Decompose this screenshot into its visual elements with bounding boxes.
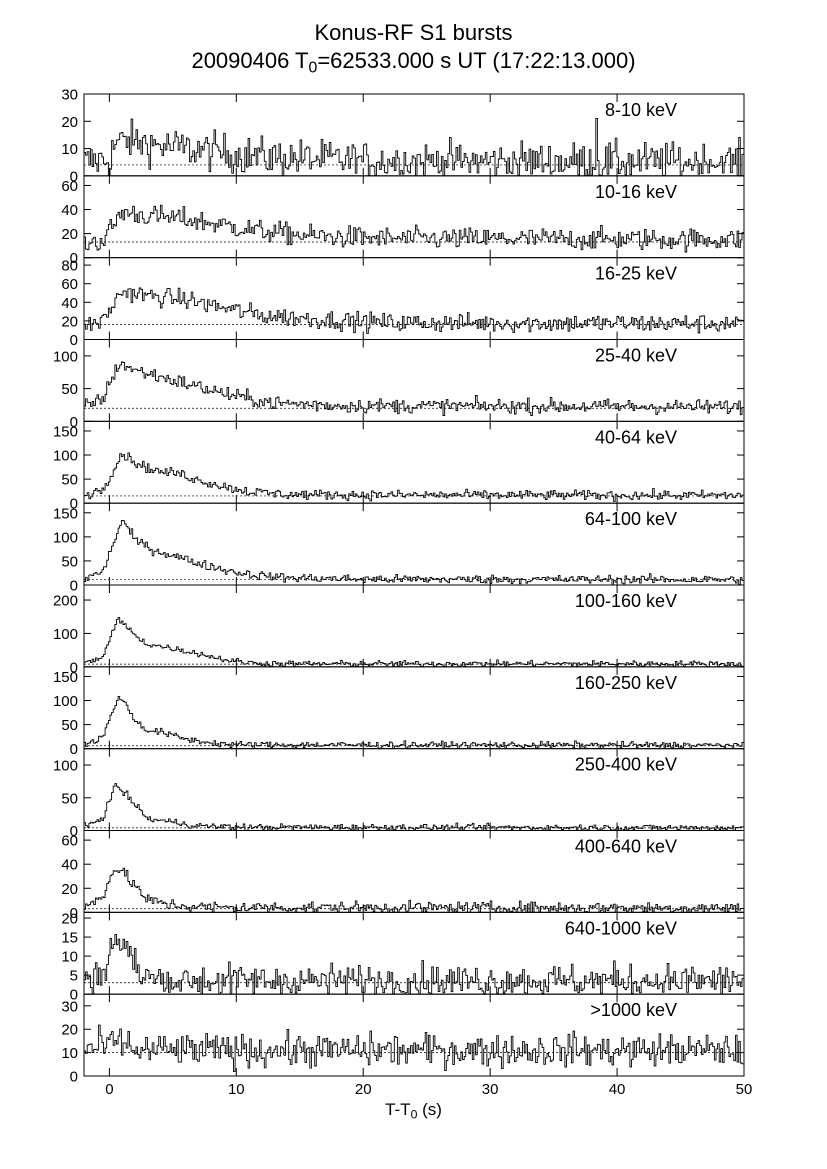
energy-band-label: 8-10 keV [605,100,677,120]
y-tick-label: 0 [70,659,78,676]
y-tick-label: 40 [61,295,78,312]
light-curve [84,783,744,831]
y-tick-label: 100 [53,626,78,643]
energy-band-label: 40-64 keV [595,427,677,447]
y-tick-label: 10 [61,949,78,966]
energy-band-label: 25-40 keV [595,346,677,366]
y-tick-label: 15 [61,930,78,947]
y-tick-label: 20 [61,911,78,928]
y-tick-label: 200 [53,593,78,610]
y-tick-label: 30 [61,998,78,1015]
light-curve [84,519,744,586]
light-curve [84,287,744,334]
y-tick-label: 150 [53,505,78,522]
energy-band-label: 10-16 keV [595,182,677,202]
energy-band-label: >1000 keV [590,1000,677,1020]
y-tick-label: 40 [61,857,78,874]
y-tick-label: 0 [70,741,78,758]
light-curve [84,617,744,668]
x-axis-label: T-T0 (s) [385,1100,442,1122]
y-tick-label: 20 [61,1022,78,1039]
y-tick-label: 60 [61,178,78,195]
energy-band-label: 64-100 keV [585,509,677,529]
energy-band-label: 250-400 keV [575,755,677,775]
y-tick-label: 0 [70,496,78,513]
y-tick-label: 100 [53,348,78,365]
y-tick-label: 150 [53,669,78,686]
y-tick-label: 0 [70,332,78,349]
chart-title: Konus-RF S1 bursts [314,20,513,45]
energy-band-label: 100-160 keV [575,591,677,611]
y-tick-label: 50 [61,472,78,489]
y-tick-label: 10 [61,1045,78,1062]
y-tick-label: 20 [61,226,78,243]
y-tick-label: 0 [70,823,78,840]
y-tick-label: 100 [53,758,78,775]
x-tick-label: 30 [482,1081,499,1098]
light-curve [84,118,744,177]
light-curve [84,933,744,995]
x-tick-label: 0 [105,1081,113,1098]
chart-subtitle: 20090406 T0=62533.000 s UT (17:22:13.000… [191,48,636,77]
energy-band-label: 640-1000 keV [565,918,677,938]
light-curve [84,695,744,750]
y-tick-label: 0 [70,1069,78,1086]
y-tick-label: 5 [70,968,78,985]
light-curve [84,361,744,416]
energy-band-label: 160-250 keV [575,673,677,693]
y-tick-label: 40 [61,202,78,219]
y-tick-label: 20 [61,313,78,330]
panel-frame [83,993,745,1077]
y-tick-label: 50 [61,381,78,398]
y-tick-label: 0 [70,905,78,922]
energy-band-label: 16-25 keV [595,264,677,284]
x-tick-label: 40 [609,1081,626,1098]
light-curve [84,204,744,253]
y-tick-label: 100 [53,693,78,710]
y-tick-label: 50 [61,553,78,570]
light-curve [84,867,744,913]
y-tick-label: 150 [53,423,78,440]
y-tick-label: 60 [61,833,78,850]
y-tick-label: 0 [70,168,78,185]
y-tick-label: 50 [61,790,78,807]
y-tick-label: 50 [61,717,78,734]
x-tick-label: 50 [736,1081,753,1098]
y-tick-label: 0 [70,987,78,1004]
y-tick-label: 20 [61,114,78,131]
x-tick-label: 20 [355,1081,372,1098]
y-tick-label: 30 [61,87,78,104]
light-curve [84,452,744,502]
x-tick-label: 10 [228,1081,245,1098]
y-tick-label: 10 [61,141,78,158]
y-tick-label: 20 [61,881,78,898]
y-tick-label: 100 [53,448,78,465]
y-tick-label: 0 [70,578,78,595]
energy-band-label: 400-640 keV [575,837,677,857]
y-tick-label: 60 [61,276,78,293]
y-tick-label: 80 [61,258,78,275]
y-tick-label: 100 [53,529,78,546]
light-curve [84,1024,744,1073]
y-tick-label: 0 [70,414,78,431]
y-tick-label: 0 [70,250,78,267]
